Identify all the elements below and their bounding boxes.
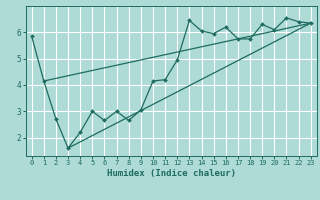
X-axis label: Humidex (Indice chaleur): Humidex (Indice chaleur): [107, 169, 236, 178]
